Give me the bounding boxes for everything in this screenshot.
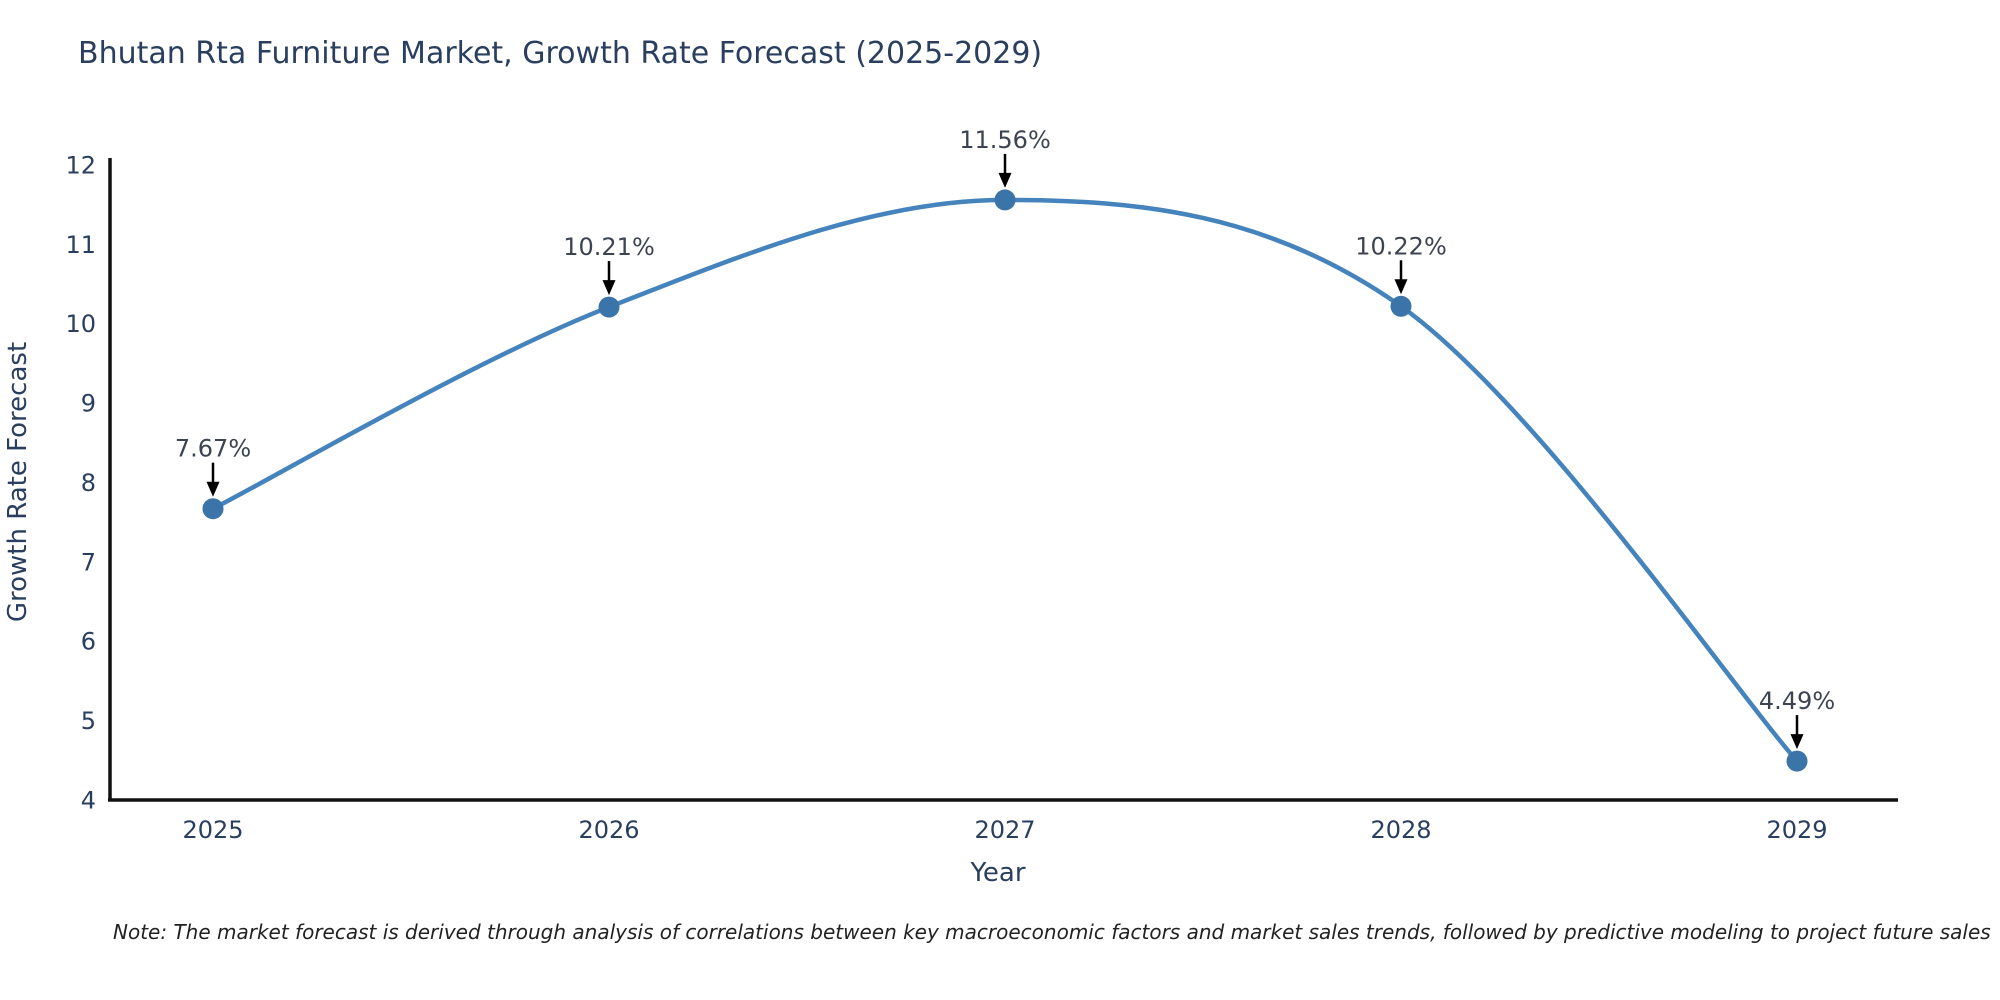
x-tick-label: 2026 <box>578 816 639 844</box>
data-point-label: 4.49% <box>1759 687 1835 715</box>
data-point-marker <box>598 296 620 318</box>
data-point-label: 10.22% <box>1355 232 1447 260</box>
x-tick-label: 2025 <box>182 816 243 844</box>
y-tick-label: 12 <box>65 151 96 179</box>
x-tick-label: 2028 <box>1370 816 1431 844</box>
annotation-arrowhead <box>1790 734 1804 750</box>
data-point-label: 10.21% <box>563 233 655 261</box>
annotation-arrowhead <box>1394 279 1408 295</box>
forecast-line <box>210 197 1800 764</box>
x-tick-label: 2029 <box>1766 816 1827 844</box>
data-point-marker <box>994 189 1016 211</box>
data-point-marker <box>1786 750 1808 772</box>
y-tick-label: 10 <box>65 310 96 338</box>
footnote: Note: The market forecast is derived thr… <box>113 920 1991 944</box>
data-point-label: 11.56% <box>959 126 1051 154</box>
data-point-marker <box>1390 295 1412 317</box>
y-tick-label: 5 <box>81 707 96 735</box>
data-point-label: 7.67% <box>175 435 251 463</box>
data-point-marker <box>202 498 224 520</box>
annotation-arrowhead <box>602 280 616 296</box>
x-axis-title: Year <box>970 858 1026 888</box>
y-tick-label: 7 <box>81 548 96 576</box>
y-tick-label: 11 <box>65 231 96 259</box>
chart-title: Bhutan Rta Furniture Market, Growth Rate… <box>78 36 1043 71</box>
y-tick-label: 8 <box>81 469 96 497</box>
y-tick-label: 4 <box>81 786 96 814</box>
y-tick-label: 9 <box>81 390 96 418</box>
annotation-arrowhead <box>998 172 1012 188</box>
y-tick-label: 6 <box>81 628 96 656</box>
annotation-arrowhead <box>206 481 220 497</box>
x-tick-label: 2027 <box>974 816 1035 844</box>
